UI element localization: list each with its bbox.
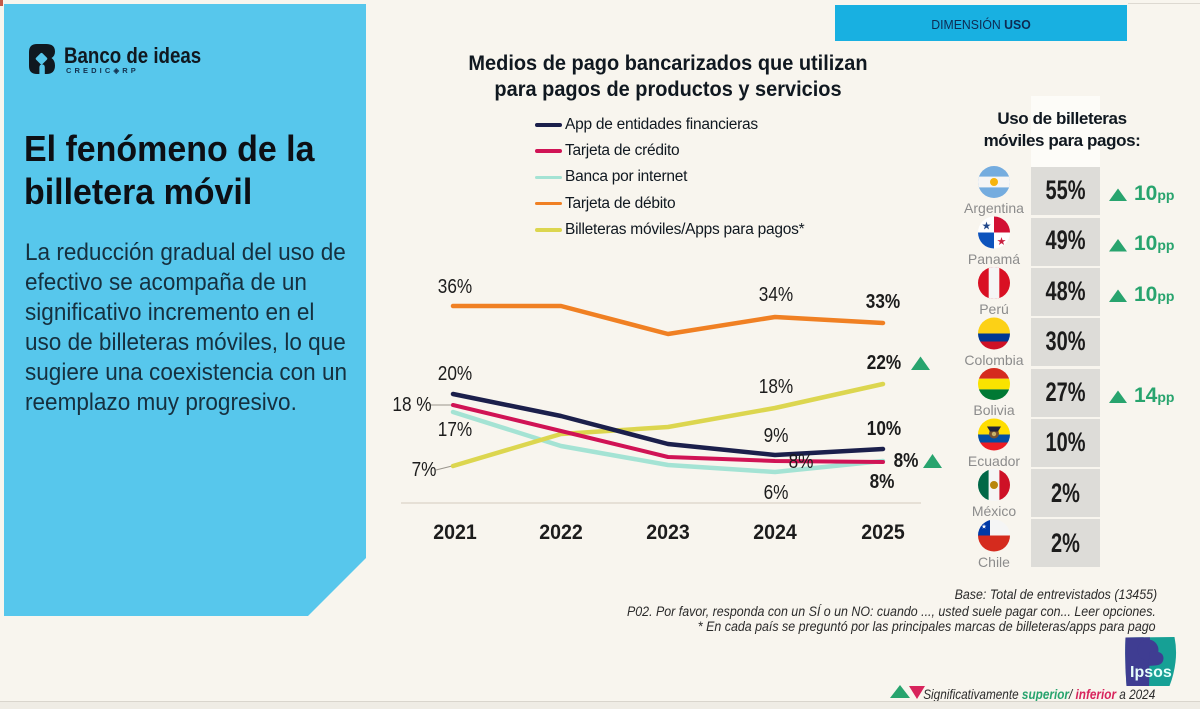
svg-text:Ipsos: Ipsos bbox=[1130, 664, 1172, 681]
